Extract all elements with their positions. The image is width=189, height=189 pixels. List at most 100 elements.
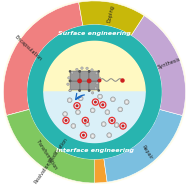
Circle shape — [88, 80, 91, 82]
Circle shape — [96, 82, 98, 84]
Circle shape — [98, 80, 100, 82]
Circle shape — [86, 67, 88, 70]
Text: Repair: Repair — [140, 144, 153, 160]
Circle shape — [67, 98, 72, 103]
Circle shape — [78, 70, 81, 73]
Circle shape — [78, 89, 81, 92]
Circle shape — [111, 119, 113, 122]
Bar — [70, 71, 80, 81]
Circle shape — [86, 123, 88, 125]
Circle shape — [76, 110, 80, 115]
Circle shape — [85, 122, 90, 126]
Circle shape — [69, 99, 71, 101]
Circle shape — [69, 89, 71, 92]
Circle shape — [98, 89, 100, 92]
Circle shape — [88, 89, 91, 92]
Circle shape — [88, 70, 91, 73]
Circle shape — [98, 94, 102, 99]
Circle shape — [91, 109, 94, 112]
Circle shape — [106, 111, 108, 113]
Circle shape — [2, 0, 187, 184]
Text: Synthesis: Synthesis — [157, 57, 181, 70]
Circle shape — [101, 122, 106, 126]
Circle shape — [112, 98, 114, 100]
Circle shape — [98, 70, 100, 73]
Circle shape — [88, 80, 91, 82]
Circle shape — [107, 133, 112, 138]
Circle shape — [78, 80, 81, 82]
Circle shape — [64, 113, 66, 115]
Circle shape — [91, 135, 94, 137]
Wedge shape — [104, 109, 182, 182]
Circle shape — [88, 89, 91, 92]
Wedge shape — [79, 1, 144, 36]
Circle shape — [118, 107, 123, 112]
Circle shape — [98, 80, 100, 82]
Polygon shape — [44, 41, 145, 92]
Text: Transformation: Transformation — [35, 139, 58, 172]
Circle shape — [91, 69, 93, 71]
Circle shape — [77, 78, 82, 83]
Text: Surface engineering: Surface engineering — [58, 31, 131, 36]
Circle shape — [80, 97, 82, 99]
Circle shape — [71, 71, 74, 74]
Circle shape — [103, 123, 105, 125]
Wedge shape — [27, 25, 162, 159]
Circle shape — [114, 123, 119, 127]
Bar — [89, 81, 99, 91]
Circle shape — [88, 80, 91, 82]
Circle shape — [94, 101, 97, 104]
Circle shape — [69, 80, 71, 82]
Circle shape — [67, 83, 69, 85]
Circle shape — [108, 134, 110, 136]
Text: Interface engineering: Interface engineering — [56, 148, 133, 153]
Wedge shape — [7, 109, 94, 183]
Polygon shape — [44, 92, 145, 143]
Circle shape — [69, 70, 71, 73]
Circle shape — [90, 134, 95, 139]
Circle shape — [63, 112, 67, 116]
Circle shape — [78, 80, 81, 82]
Circle shape — [76, 68, 78, 71]
Circle shape — [68, 77, 70, 79]
Bar — [89, 71, 99, 81]
Circle shape — [88, 70, 91, 73]
Circle shape — [78, 80, 81, 82]
Circle shape — [91, 91, 94, 94]
Circle shape — [64, 119, 67, 122]
Circle shape — [78, 89, 81, 92]
Circle shape — [105, 110, 110, 115]
Circle shape — [81, 67, 83, 69]
Circle shape — [76, 104, 78, 107]
Circle shape — [71, 124, 76, 128]
Circle shape — [78, 70, 81, 73]
Wedge shape — [3, 2, 83, 115]
Bar — [80, 81, 89, 91]
Circle shape — [94, 87, 97, 89]
Circle shape — [82, 134, 85, 137]
Circle shape — [99, 95, 101, 98]
Circle shape — [69, 89, 71, 92]
Text: Doping: Doping — [107, 4, 115, 23]
Circle shape — [101, 103, 104, 106]
Circle shape — [111, 97, 115, 102]
Circle shape — [98, 77, 101, 80]
Circle shape — [90, 108, 95, 113]
Circle shape — [119, 108, 121, 111]
Circle shape — [69, 80, 71, 82]
Circle shape — [122, 125, 125, 127]
Circle shape — [95, 72, 98, 74]
Text: Encapsulation: Encapsulation — [13, 35, 43, 63]
Circle shape — [78, 80, 81, 82]
Circle shape — [125, 101, 128, 103]
Circle shape — [78, 96, 83, 101]
Circle shape — [84, 119, 87, 122]
Text: Passivation/Modification: Passivation/Modification — [33, 136, 68, 184]
Bar — [70, 81, 80, 91]
Circle shape — [87, 78, 91, 83]
Circle shape — [72, 125, 74, 127]
Circle shape — [115, 124, 118, 126]
Wedge shape — [7, 109, 107, 183]
Circle shape — [88, 80, 91, 82]
Bar — [80, 71, 89, 81]
